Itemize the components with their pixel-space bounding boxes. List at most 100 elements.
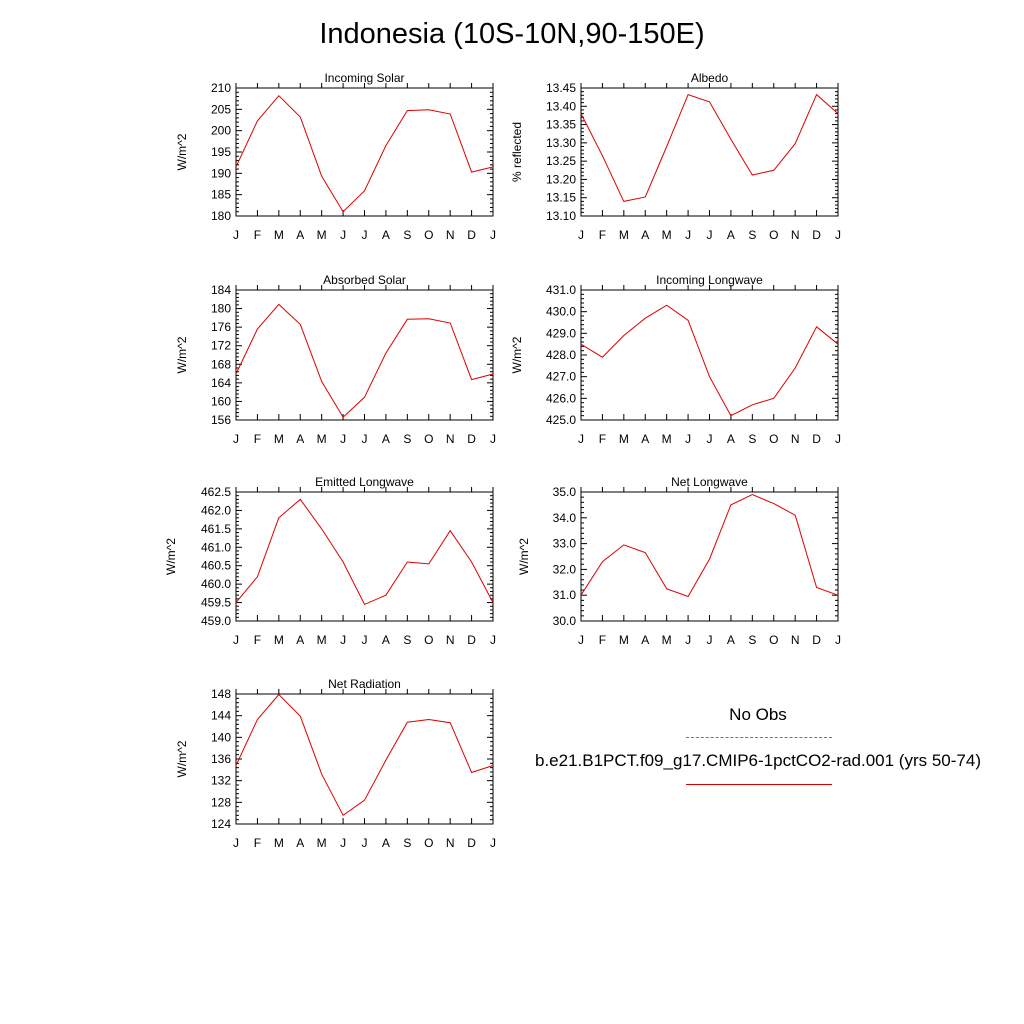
chart-2-ytick-label: 13.25 xyxy=(546,154,576,168)
chart-7-ytick-label: 144 xyxy=(211,709,231,723)
chart-6-title: Net Longwave xyxy=(671,475,748,489)
chart-1-title: Incoming Solar xyxy=(324,71,404,85)
chart-7-xtick-label: O xyxy=(424,836,433,850)
chart-6-xtick-label: J xyxy=(835,633,841,647)
chart-3-series-line xyxy=(235,303,494,418)
chart-3-ytick-label: 180 xyxy=(211,302,231,316)
chart-3-xtick-label: S xyxy=(403,432,411,446)
chart-2-xtick-label: A xyxy=(727,228,735,242)
chart-7-xtick-label: J xyxy=(362,836,368,850)
chart-5-xtick-label: A xyxy=(382,633,390,647)
chart-4-xtick-label: J xyxy=(578,432,584,446)
chart-1-xtick-label: J xyxy=(362,228,368,242)
chart-1-xtick-label: N xyxy=(446,228,455,242)
chart-4-xtick-label: N xyxy=(791,432,800,446)
chart-6-xtick-label: J xyxy=(707,633,713,647)
chart-5-xtick-label: J xyxy=(362,633,368,647)
chart-3-ytick-label: 160 xyxy=(211,394,231,408)
chart-1-xtick-label: D xyxy=(467,228,476,242)
chart-6-xtick-label: J xyxy=(578,633,584,647)
chart-5-xtick-label: J xyxy=(490,633,496,647)
chart-7-ylabel: W/m^2 xyxy=(175,740,189,777)
chart-6-xtick-label: F xyxy=(599,633,606,647)
chart-2-ytick-label: 13.35 xyxy=(546,118,576,132)
chart-7-xtick-label: N xyxy=(446,836,455,850)
chart-1-xtick-label: F xyxy=(254,228,261,242)
chart-4-frame xyxy=(580,289,839,421)
chart-1-xtick-label: S xyxy=(403,228,411,242)
chart-2-xtick-label: D xyxy=(812,228,821,242)
chart-5-ytick-label: 459.0 xyxy=(201,614,231,628)
chart-4-xtick-label: D xyxy=(812,432,821,446)
chart-4-xtick-label: M xyxy=(662,432,672,446)
chart-7-ytick-label: 140 xyxy=(211,730,231,744)
chart-2-ytick-label: 13.30 xyxy=(546,136,576,150)
chart-3-ytick-label: 156 xyxy=(211,413,231,427)
legend-model-label: b.e21.B1PCT.f09_g17.CMIP6-1pctCO2-rad.00… xyxy=(534,751,981,770)
chart-5-xtick-label: J xyxy=(233,633,239,647)
chart-5-ylabel: W/m^2 xyxy=(164,538,178,575)
chart-5-frame xyxy=(235,491,494,622)
chart-4-ytick-label: 428.0 xyxy=(546,348,576,362)
chart-6-xtick-label: A xyxy=(641,633,649,647)
chart-3-xtick-label: A xyxy=(296,432,304,446)
chart-2-ytick-label: 13.40 xyxy=(546,99,576,113)
legend-obs-line xyxy=(686,737,832,738)
chart-5-ytick-label: 462.5 xyxy=(201,485,231,499)
chart-2-xtick-label: F xyxy=(599,228,606,242)
chart-3-xtick-label: J xyxy=(490,432,496,446)
chart-1-series-line xyxy=(235,94,494,213)
chart-7-xtick-label: J xyxy=(490,836,496,850)
chart-1-xtick-label: J xyxy=(233,228,239,242)
chart-2-series-line xyxy=(580,93,839,202)
chart-2-ylabel: % reflected xyxy=(510,122,524,182)
chart-6-xtick-label: N xyxy=(791,633,800,647)
chart-2-xtick-label: J xyxy=(685,228,691,242)
chart-4-xtick-label: S xyxy=(748,432,756,446)
chart-3-xtick-label: J xyxy=(233,432,239,446)
chart-6-ytick-label: 34.0 xyxy=(553,511,577,525)
chart-3-ylabel: W/m^2 xyxy=(175,336,189,373)
chart-5-ytick-label: 460.5 xyxy=(201,559,231,573)
chart-7-frame xyxy=(235,693,494,825)
chart-6-ytick-label: 33.0 xyxy=(553,537,577,551)
chart-4-xtick-label: O xyxy=(769,432,778,446)
legend-obs-label: No Obs xyxy=(729,705,787,724)
chart-3-ytick-label: 176 xyxy=(211,320,231,334)
chart-4-xtick-label: J xyxy=(685,432,691,446)
legend-model-line xyxy=(686,784,832,785)
chart-5-xtick-label: O xyxy=(424,633,433,647)
chart-1-frame xyxy=(235,87,494,217)
chart-4-ylabel: W/m^2 xyxy=(510,336,524,373)
chart-2-xtick-label: N xyxy=(791,228,800,242)
chart-5-ytick-label: 460.0 xyxy=(201,577,231,591)
chart-7-ytick-label: 136 xyxy=(211,752,231,766)
chart-3-ytick-label: 164 xyxy=(211,376,231,390)
chart-6-xtick-label: S xyxy=(748,633,756,647)
chart-7-xtick-label: A xyxy=(296,836,304,850)
chart-4-ytick-label: 425.0 xyxy=(546,413,576,427)
chart-1-xtick-label: M xyxy=(274,228,284,242)
chart-4-ytick-label: 429.0 xyxy=(546,326,576,340)
chart-1-xtick-label: O xyxy=(424,228,433,242)
chart-1-xtick-label: A xyxy=(296,228,304,242)
chart-7-xtick-label: M xyxy=(274,836,284,850)
chart-7-ytick-label: 148 xyxy=(211,687,231,701)
chart-4-xtick-label: A xyxy=(641,432,649,446)
chart-7-xtick-label: S xyxy=(403,836,411,850)
chart-4-title: Incoming Longwave xyxy=(656,273,763,287)
chart-6-xtick-label: O xyxy=(769,633,778,647)
chart-4-xtick-label: J xyxy=(707,432,713,446)
chart-2-frame xyxy=(580,87,839,217)
chart-3-xtick-label: J xyxy=(340,432,346,446)
chart-6-ytick-label: 32.0 xyxy=(553,562,577,576)
chart-7-series-line xyxy=(235,693,494,817)
chart-5-ytick-label: 462.0 xyxy=(201,503,231,517)
chart-6-xtick-label: J xyxy=(685,633,691,647)
chart-5-ytick-label: 461.0 xyxy=(201,540,231,554)
chart-4-xtick-label: A xyxy=(727,432,735,446)
chart-7-ytick-label: 128 xyxy=(211,795,231,809)
chart-2-ytick-label: 13.20 xyxy=(546,172,576,186)
chart-1-xtick-label: J xyxy=(340,228,346,242)
